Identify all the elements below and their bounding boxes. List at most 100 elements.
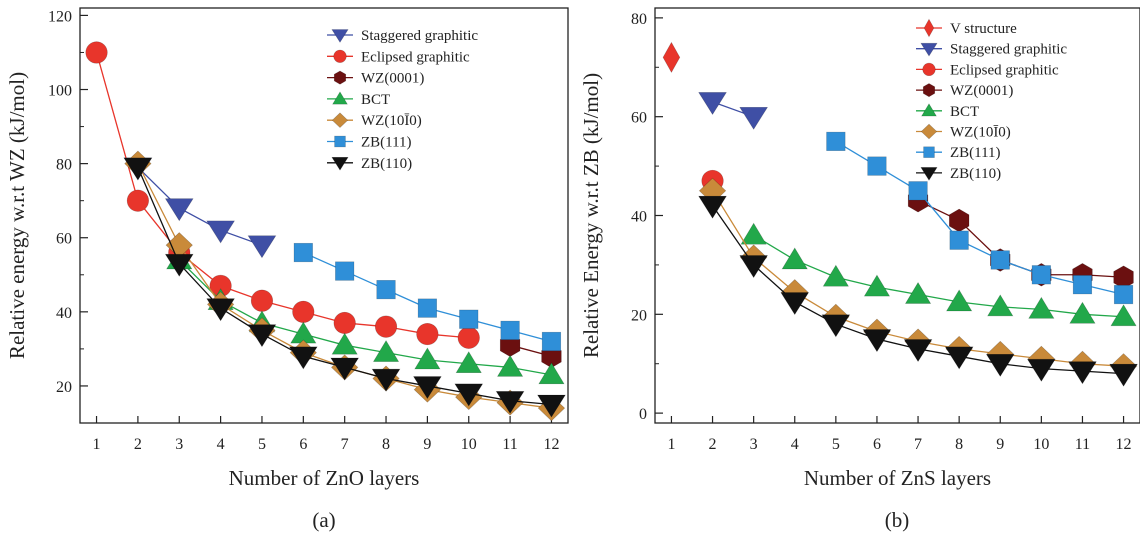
- series-zb-110-point: [330, 357, 360, 381]
- legend-item: Eclipsed graphitic: [327, 49, 470, 65]
- panel-label: (a): [312, 508, 335, 532]
- series-zb-111-point: [1031, 265, 1051, 285]
- x-tick-label: 7: [914, 436, 922, 453]
- x-tick-label: 6: [299, 436, 307, 453]
- legend-label: V structure: [950, 21, 1017, 37]
- x-tick-label: 3: [750, 436, 758, 453]
- series-zb-111-point: [1113, 284, 1134, 305]
- legend-marker: [331, 112, 349, 128]
- series-layer: [662, 41, 1138, 387]
- series-wz-0001: [907, 188, 1134, 290]
- x-tick-label: 5: [258, 436, 266, 453]
- x-tick-label: 10: [461, 436, 477, 453]
- x-tick-label: 3: [175, 436, 183, 453]
- legend-label: ZB(111): [361, 135, 412, 151]
- legend-marker: [921, 103, 937, 117]
- legend-item: WZ(0001): [327, 71, 424, 87]
- legend-label: Staggered graphitic: [950, 42, 1067, 58]
- legend-marker: [332, 91, 348, 105]
- series-zb-110-point: [1068, 361, 1097, 385]
- legend-label: WZ(10Ī0): [361, 113, 422, 129]
- series-zb-111-point: [459, 309, 479, 329]
- series-staggered-graphitic-point: [164, 198, 194, 222]
- series-zb-110-point: [454, 383, 484, 407]
- series-v-structure: [662, 41, 681, 74]
- series-staggered-graphitic-point: [206, 220, 236, 244]
- y-axis-label: Relative energy w.r.t WZ (kJ/mol): [5, 72, 29, 359]
- series-zb-111-point: [376, 280, 396, 300]
- legend-marker: [333, 70, 347, 85]
- legend-label: Eclipsed graphitic: [950, 62, 1059, 78]
- series-staggered-graphitic-point: [247, 235, 277, 259]
- series-bct-point: [822, 264, 849, 287]
- series-zb-110-point: [412, 376, 442, 400]
- panel-label: (b): [885, 508, 910, 532]
- legend-item: ZB(111): [916, 145, 1001, 161]
- series-eclipsed-graphitic-point: [416, 322, 439, 346]
- legend-marker: [331, 29, 349, 43]
- series-zb-111-point: [417, 298, 437, 318]
- series-zb-110-point: [821, 314, 851, 338]
- y-tick-label: 60: [631, 110, 647, 127]
- x-tick-label: 4: [217, 436, 225, 453]
- x-tick-label: 9: [996, 436, 1004, 453]
- legend-marker: [920, 42, 938, 57]
- y-tick-label: 0: [639, 406, 647, 423]
- series-bct-point: [1110, 304, 1137, 327]
- legend-marker: [333, 49, 347, 63]
- legend-item: ZB(110): [916, 166, 1001, 182]
- legend-item: ZB(111): [327, 135, 412, 151]
- series-bct: [740, 222, 1137, 327]
- x-tick-label: 1: [667, 436, 675, 453]
- legend-label: WZ(10Ī0): [950, 125, 1011, 141]
- series-bct-point: [863, 274, 891, 297]
- x-tick-label: 12: [543, 436, 559, 453]
- legend-item: Staggered graphitic: [327, 28, 478, 44]
- legend-marker: [922, 62, 936, 77]
- series-zb-110-point: [698, 195, 727, 219]
- series-zb-110-point: [862, 329, 892, 353]
- legend-item: Eclipsed graphitic: [916, 62, 1059, 78]
- series-zb-110-point: [288, 346, 318, 370]
- legend-marker: [331, 156, 349, 171]
- series-zb-110-point: [537, 394, 566, 418]
- legend-label: WZ(0001): [361, 71, 424, 87]
- series-wz-0001-point: [948, 208, 970, 233]
- series-zb-110-point: [123, 157, 153, 181]
- series-zb-110-point: [739, 255, 769, 279]
- legend-label: BCT: [950, 104, 979, 120]
- legend-label: ZB(110): [950, 166, 1001, 182]
- legend-marker: [920, 123, 938, 140]
- series-zb-110-point: [495, 391, 525, 414]
- series-eclipsed-graphitic-point: [333, 311, 356, 335]
- x-tick-label: 6: [873, 436, 881, 453]
- x-tick-label: 8: [955, 436, 963, 453]
- series-staggered-graphitic-point: [739, 106, 769, 130]
- series-zb-111-point: [908, 181, 928, 201]
- series-staggered-graphitic: [698, 92, 769, 130]
- y-tick-label: 100: [48, 83, 72, 100]
- series-staggered-graphitic-point: [698, 92, 727, 116]
- series-zb-110-point: [164, 253, 194, 277]
- series-bct-point: [740, 222, 767, 245]
- series-eclipsed-graphitic-point: [250, 289, 274, 312]
- series-zb-111-point: [293, 242, 313, 263]
- y-tick-label: 40: [631, 209, 647, 226]
- y-tick-label: 40: [56, 305, 72, 322]
- x-tick-label: 9: [423, 436, 431, 453]
- series-zb-110-point: [944, 346, 974, 370]
- series-bct-point: [455, 351, 482, 374]
- series-v-structure-point: [662, 41, 681, 74]
- series-zb-111: [826, 131, 1134, 305]
- y-tick-label: 80: [631, 11, 647, 28]
- x-tick-label: 11: [502, 436, 517, 453]
- series-zb-110-point: [206, 298, 236, 322]
- x-tick-label: 12: [1116, 436, 1132, 453]
- series-zb-110-point: [1109, 363, 1138, 387]
- series-wz-0001-line: [917, 200, 1124, 278]
- x-tick-label: 5: [832, 436, 840, 453]
- legend-item: BCT: [916, 103, 979, 120]
- series-zb-110-point: [1026, 358, 1056, 382]
- series-zb-111-point: [949, 230, 969, 250]
